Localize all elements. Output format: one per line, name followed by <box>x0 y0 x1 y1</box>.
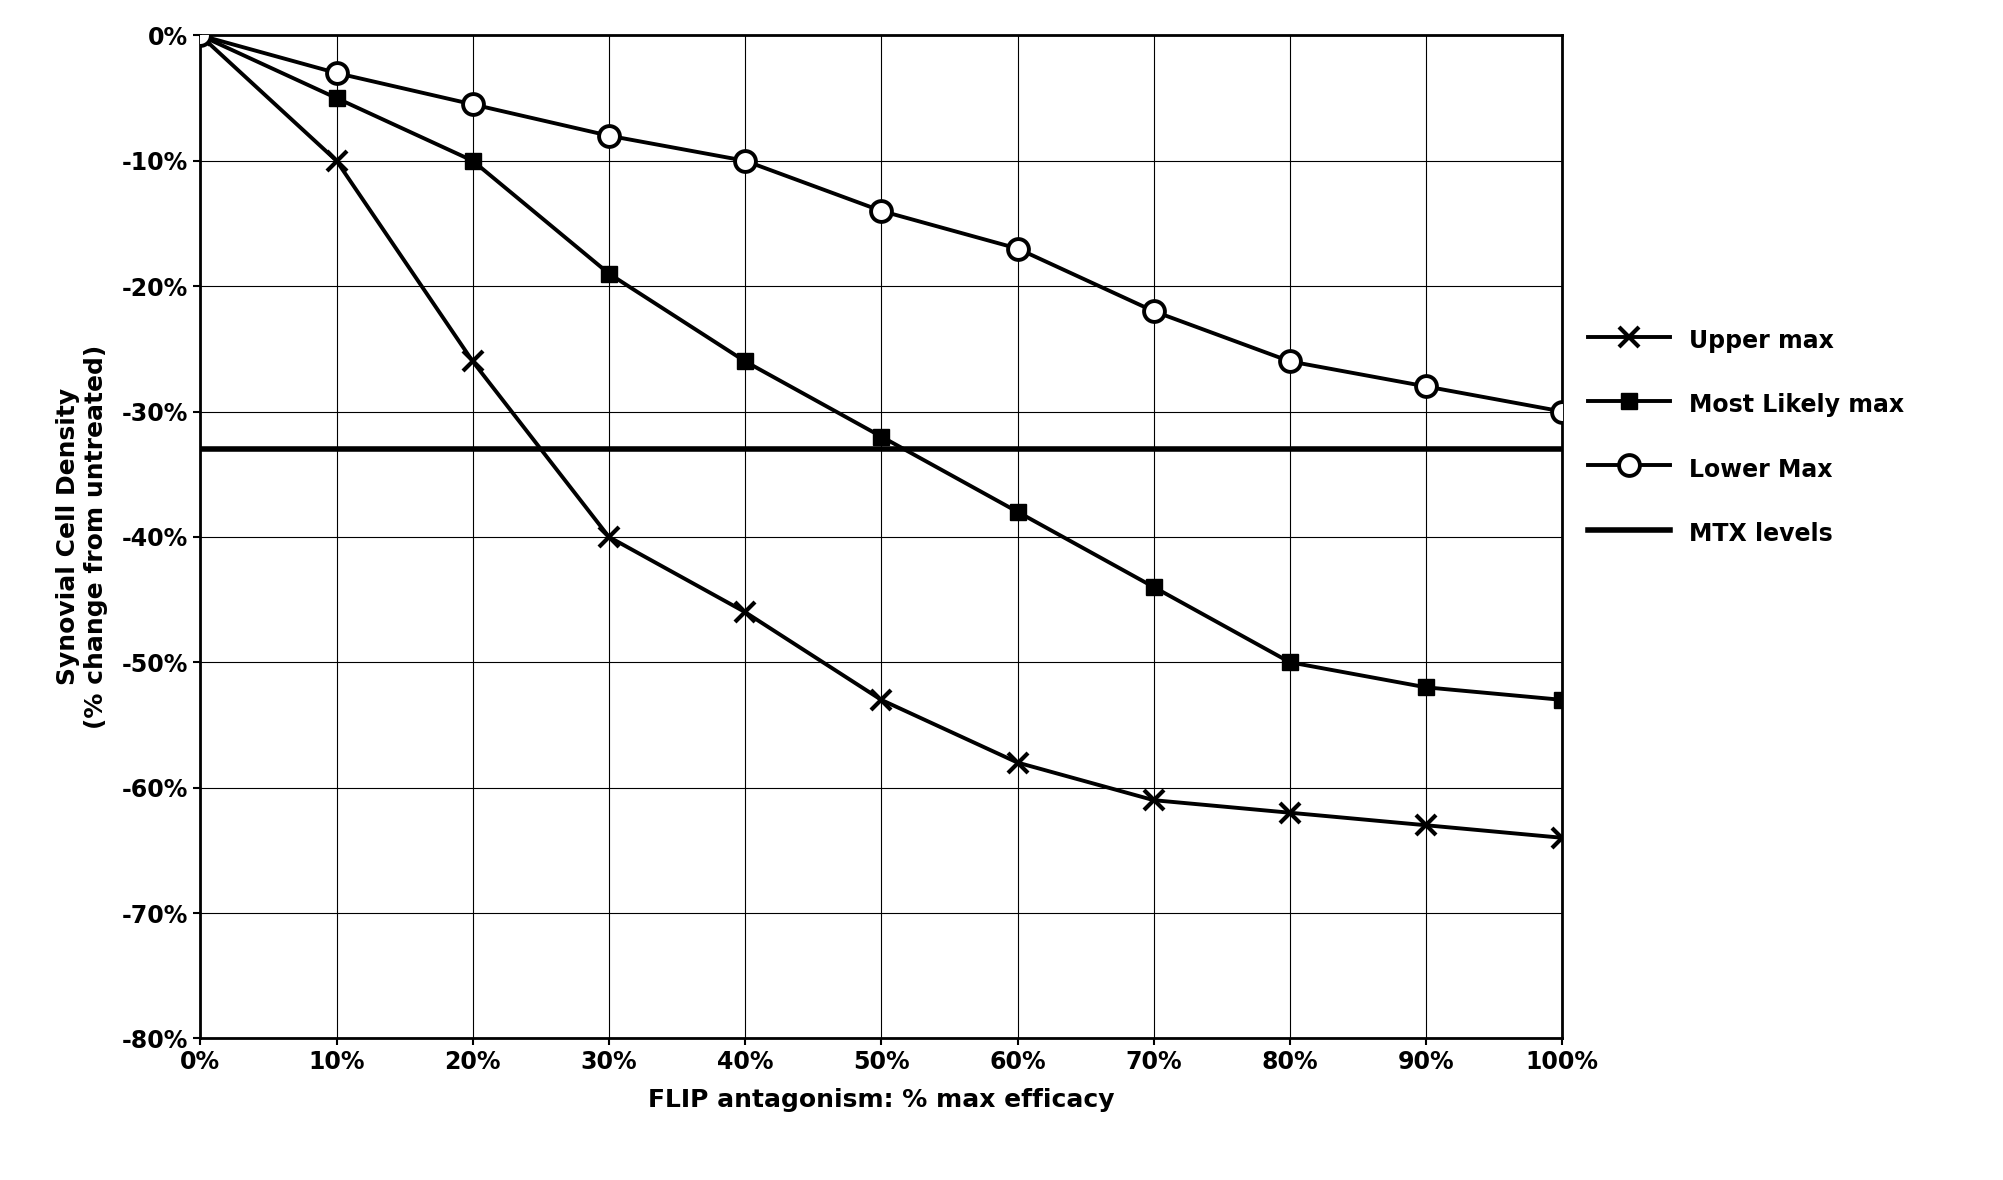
Lower Max <box>1414 380 1438 394</box>
Most Likely max <box>461 153 485 168</box>
Most Likely max <box>869 430 893 444</box>
Most Likely max <box>597 267 621 281</box>
Most Likely max <box>1550 693 1574 707</box>
Upper max <box>1414 818 1438 832</box>
MTX levels <box>202 442 226 457</box>
Upper max <box>461 354 485 368</box>
Lower Max <box>869 204 893 218</box>
Upper max <box>1142 793 1166 807</box>
X-axis label: FLIP antagonism: % max efficacy: FLIP antagonism: % max efficacy <box>649 1088 1114 1112</box>
Most Likely max <box>324 91 349 105</box>
Upper max <box>1278 806 1302 820</box>
Upper max <box>1006 755 1030 769</box>
Upper max <box>1550 831 1574 845</box>
MTX levels <box>188 442 212 457</box>
Upper max <box>324 153 349 168</box>
Lower Max <box>461 97 485 111</box>
Lower Max <box>1278 354 1302 368</box>
Most Likely max <box>188 28 212 42</box>
Legend: Upper max, Most Likely max, Lower Max, MTX levels: Upper max, Most Likely max, Lower Max, M… <box>1588 326 1905 548</box>
Lower Max <box>1142 304 1166 319</box>
Most Likely max <box>1142 581 1166 595</box>
Line: Most Likely max: Most Likely max <box>192 27 1570 708</box>
Upper max <box>597 530 621 544</box>
Lower Max <box>1006 242 1030 256</box>
Lower Max <box>188 28 212 42</box>
Y-axis label: Synovial Cell Density
(% change from untreated): Synovial Cell Density (% change from unt… <box>56 345 108 729</box>
Most Likely max <box>1278 655 1302 669</box>
Upper max <box>188 28 212 42</box>
Line: Upper max: Upper max <box>190 26 1572 847</box>
Lower Max <box>597 129 621 143</box>
Most Likely max <box>1006 505 1030 519</box>
Lower Max <box>1550 405 1574 419</box>
Upper max <box>869 693 893 707</box>
Line: Lower Max: Lower Max <box>190 25 1572 422</box>
Most Likely max <box>1414 680 1438 694</box>
Lower Max <box>324 66 349 80</box>
Lower Max <box>733 153 757 168</box>
Most Likely max <box>733 354 757 368</box>
Upper max <box>733 605 757 620</box>
